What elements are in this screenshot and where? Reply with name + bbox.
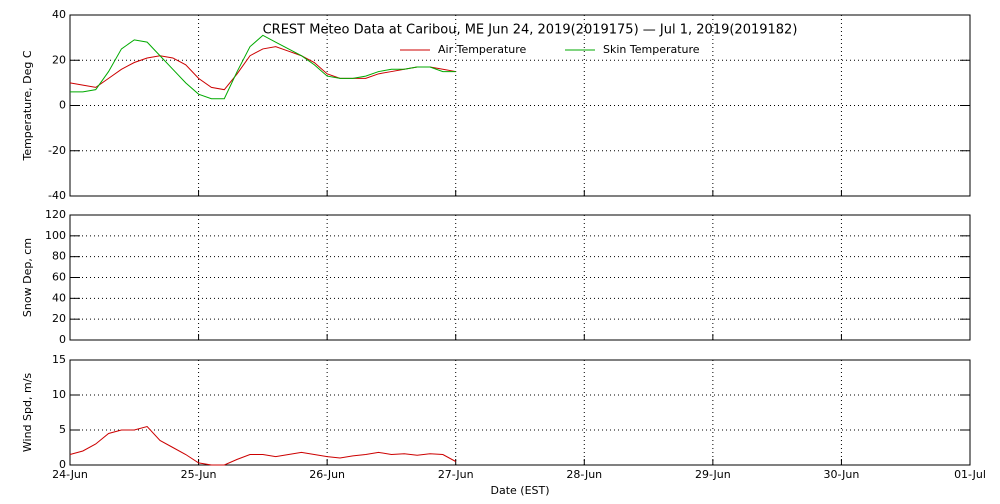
x-tick-label: 01-Jul — [954, 468, 986, 481]
x-tick-label: 26-Jun — [309, 468, 345, 481]
legend-label: Skin Temperature — [603, 43, 700, 56]
plot-frame — [69, 359, 971, 466]
y-tick-label: 60 — [52, 271, 66, 284]
data-line — [69, 46, 456, 91]
x-tick-label: 25-Jun — [181, 468, 217, 481]
y-tick-label: 20 — [52, 312, 66, 325]
data-line — [69, 425, 456, 466]
x-tick-label: 30-Jun — [824, 468, 860, 481]
data-line — [70, 34, 456, 100]
x-axis-label: Date (EST) — [490, 484, 549, 497]
y-tick-label: 120 — [45, 208, 66, 221]
y-tick-label: 100 — [45, 229, 66, 242]
y-tick-label: -20 — [48, 144, 66, 157]
y-axis-label: Snow Dep, cm — [21, 238, 34, 317]
y-tick-label: -40 — [48, 189, 66, 202]
y-tick-label: 0 — [59, 333, 66, 346]
y-axis-label: Temperature, Deg C — [21, 50, 34, 161]
y-tick-label: 20 — [52, 53, 66, 66]
y-tick-label: 40 — [52, 8, 66, 21]
y-tick-label: 40 — [52, 291, 66, 304]
x-tick-label: 27-Jun — [438, 468, 474, 481]
chart-title: CREST Meteo Data at Caribou, ME Jun 24, … — [263, 23, 798, 38]
y-tick-label: 0 — [59, 99, 66, 112]
x-tick-label: 29-Jun — [695, 468, 731, 481]
y-axis-label: Wind Spd, m/s — [21, 373, 34, 453]
y-tick-label: 0 — [59, 458, 66, 471]
y-tick-label: 80 — [52, 250, 66, 263]
y-tick-label: 15 — [52, 353, 66, 366]
legend-label: Air Temperature — [438, 43, 527, 56]
x-tick-label: 24-Jun — [52, 468, 88, 481]
y-tick-label: 5 — [59, 423, 66, 436]
y-tick-label: 10 — [52, 388, 66, 401]
x-tick-label: 28-Jun — [566, 468, 602, 481]
